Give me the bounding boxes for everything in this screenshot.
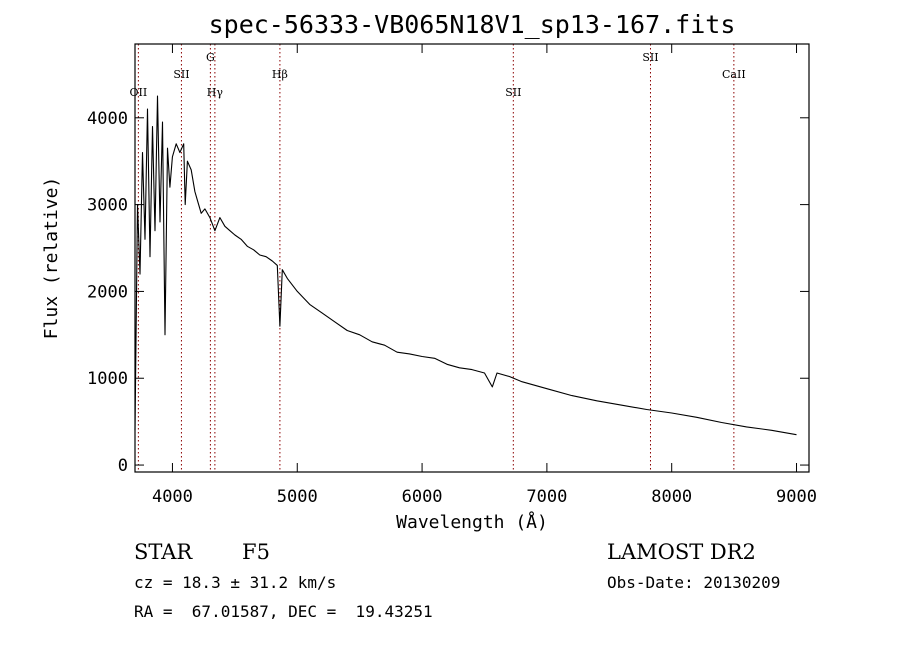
y-axis-label: Flux (relative) bbox=[41, 177, 62, 340]
y-tick-label-2: 2000 bbox=[87, 282, 128, 302]
line-marker-label-1: SII bbox=[173, 68, 189, 81]
x-tick-label-5: 9000 bbox=[776, 487, 817, 507]
x-axis-label: Wavelength (Å) bbox=[396, 511, 548, 533]
y-tick-label-0: 0 bbox=[118, 456, 128, 476]
x-tick-label-2: 6000 bbox=[402, 487, 443, 507]
line-marker-label-2: G bbox=[206, 51, 215, 64]
line-marker-label-4: Hβ bbox=[272, 68, 288, 81]
line-marker-label-7: CaII bbox=[722, 68, 746, 81]
series-layer bbox=[134, 95, 797, 436]
chart-title: spec-56333-VB065N18V1_sp13-167.fits bbox=[209, 10, 736, 39]
line-marker-label-6: SII bbox=[642, 51, 658, 64]
axis-layer: 4000 5000 6000 7000 8000 9000 0 1000 2000 3000 400… bbox=[87, 44, 817, 507]
line-marker-layer: OII SII G Hγ Hβ SII SII CaII bbox=[130, 44, 746, 472]
x-tick-label-3: 7000 bbox=[526, 487, 567, 507]
x-tick-label-0: 4000 bbox=[152, 487, 193, 507]
plot-frame bbox=[134, 43, 810, 473]
spectrum-series-0 bbox=[134, 95, 797, 436]
x-tick-label-1: 5000 bbox=[277, 487, 318, 507]
observation-date: Obs-Date: 20130209 bbox=[607, 573, 781, 592]
object-subclass: F5 bbox=[242, 540, 270, 564]
sky-coordinates: RA = 67.01587, DEC = 19.43251 bbox=[134, 602, 433, 621]
line-marker-label-3: Hγ bbox=[207, 86, 224, 99]
line-marker-label-0: OII bbox=[130, 86, 148, 99]
y-tick-label-4: 4000 bbox=[87, 109, 128, 129]
line-marker-label-5: SII bbox=[505, 86, 521, 99]
x-tick-label-4: 8000 bbox=[651, 487, 692, 507]
y-tick-label-3: 3000 bbox=[87, 196, 128, 216]
survey-name: LAMOST DR2 bbox=[607, 540, 756, 564]
object-class: STAR bbox=[134, 540, 193, 564]
redshift-velocity: cz = 18.3 ± 31.2 km/s bbox=[134, 573, 337, 592]
y-tick-label-1: 1000 bbox=[87, 369, 128, 389]
